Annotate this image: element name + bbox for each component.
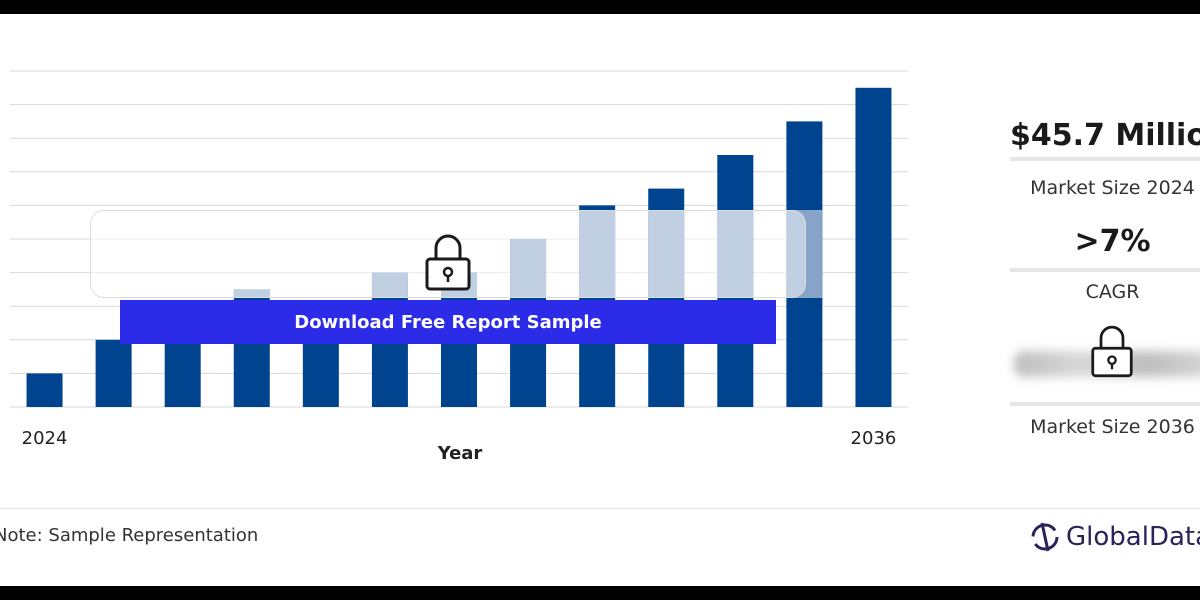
bar-2036 <box>855 87 892 408</box>
bar-2025 <box>95 339 132 407</box>
sample-note: Note: Sample Representation <box>0 525 259 546</box>
summary-panel: $45.7 Million Market Size 2024 >7% CAGR … <box>1010 14 1200 444</box>
bar-2024 <box>26 373 63 407</box>
cagr-label: CAGR <box>1085 281 1140 303</box>
bar-faded-2032 <box>579 210 616 298</box>
divider <box>1010 402 1200 406</box>
download-sample-button[interactable]: Download Free Report Sample <box>120 300 776 344</box>
report-card: 2024 2036 Year Download Free Report Sampl… <box>0 14 1200 586</box>
footer-divider <box>0 508 1200 509</box>
x-tick-2024: 2024 <box>22 428 68 449</box>
x-tick-2036: 2036 <box>851 428 897 449</box>
divider <box>1010 157 1200 161</box>
cagr-value: >7% <box>1074 224 1151 259</box>
x-tick-labels: 2024 2036 <box>22 428 897 449</box>
bar-faded-2029 <box>371 272 408 298</box>
market-size-value: $45.7 Million <box>1010 118 1200 153</box>
bar-faded-2033 <box>648 210 685 298</box>
brand-logo: GlobalData <box>1030 520 1200 554</box>
bar-faded-2027 <box>233 289 270 298</box>
divider <box>1010 268 1200 272</box>
bar-faded-2031 <box>510 239 547 298</box>
market-size-label: Market Size 2024 <box>1030 177 1195 199</box>
globaldata-logo-icon <box>1031 522 1059 552</box>
x-axis-title: Year <box>437 443 483 464</box>
lock-icon <box>1091 325 1133 378</box>
bar-faded-2034 <box>717 210 754 298</box>
future-market-size-label: Market Size 2036 <box>1030 416 1195 438</box>
lock-icon <box>425 234 471 291</box>
bar-faded-2035 <box>786 210 823 298</box>
brand-name: GlobalData <box>1066 522 1200 552</box>
